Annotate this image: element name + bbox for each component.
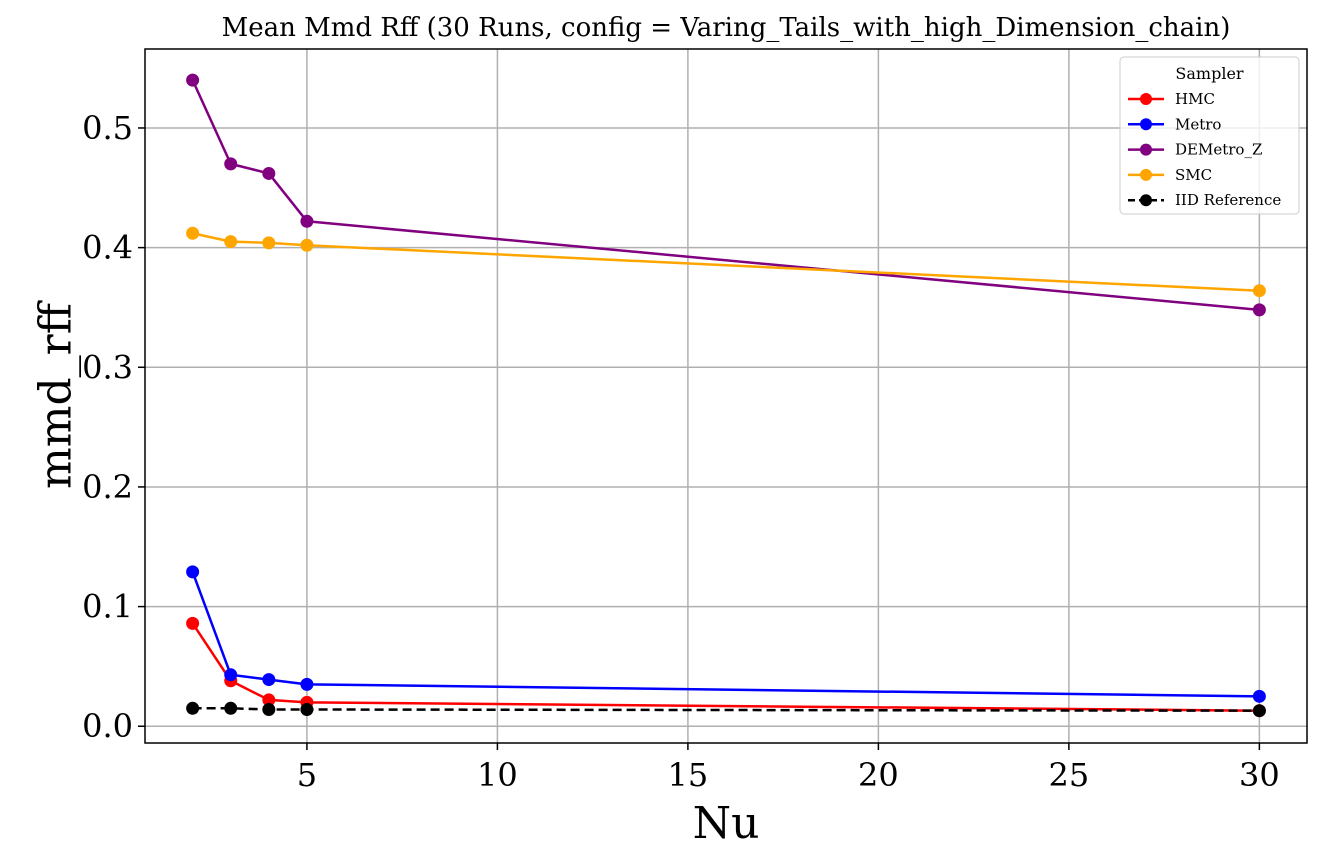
series-layer bbox=[186, 73, 1266, 718]
data-point-demetro-z bbox=[186, 73, 200, 87]
data-point-iid-reference bbox=[262, 702, 276, 716]
x-axis-title: Nu bbox=[693, 798, 760, 849]
data-point-smc bbox=[224, 235, 238, 249]
data-point-hmc bbox=[262, 693, 276, 707]
data-point-metro bbox=[224, 668, 238, 682]
legend-items: HMC Metro DEMetro_Z SMC IID Reference bbox=[1128, 90, 1281, 209]
legend-item-smc: SMC bbox=[1128, 166, 1212, 184]
y-axis-title: mmd_rff bbox=[30, 300, 81, 489]
legend-label: SMC bbox=[1175, 166, 1212, 184]
data-point-smc bbox=[1252, 284, 1266, 298]
legend-label: DEMetro_Z bbox=[1175, 141, 1262, 159]
x-tick-label: 20 bbox=[858, 756, 899, 794]
data-point-demetro-z bbox=[224, 157, 238, 171]
y-tick-label: 0.5 bbox=[82, 109, 133, 147]
legend-item-metro: Metro bbox=[1128, 115, 1221, 133]
plot-frame bbox=[144, 48, 1308, 744]
grid-layer bbox=[145, 49, 1307, 743]
y-tick-label: 0.1 bbox=[82, 588, 133, 626]
data-point-smc bbox=[300, 238, 314, 252]
legend-label: Metro bbox=[1175, 115, 1221, 133]
data-point-hmc bbox=[186, 616, 200, 630]
data-point-iid-reference bbox=[186, 701, 200, 715]
series-iid-reference bbox=[186, 701, 1266, 718]
x-tick-label: 5 bbox=[297, 756, 317, 794]
data-point-iid-reference bbox=[224, 701, 238, 715]
legend-item-hmc: HMC bbox=[1128, 90, 1215, 108]
data-point-iid-reference bbox=[1252, 704, 1266, 718]
x-tick-label: 10 bbox=[477, 756, 518, 794]
legend: Sampler HMC Metro DEMetro_Z SMC IID Referenc… bbox=[1119, 56, 1300, 215]
legend-title: Sampler bbox=[1175, 64, 1244, 83]
data-point-demetro-z bbox=[262, 166, 276, 180]
legend-swatch-marker bbox=[1140, 143, 1152, 156]
data-point-demetro-z bbox=[300, 214, 314, 228]
ticks-layer: 5 10 15 20 25 30 0.0 0.1 0.2 0.3 0.4 0.5 bbox=[82, 109, 1280, 794]
legend-swatch-marker bbox=[1140, 194, 1152, 207]
legend-swatch-marker bbox=[1140, 168, 1152, 181]
y-tick-label: 0.4 bbox=[82, 229, 133, 267]
legend-label: IID Reference bbox=[1175, 191, 1281, 209]
legend-item-demetro-z: DEMetro_Z bbox=[1128, 141, 1262, 159]
legend-box bbox=[1119, 56, 1300, 215]
data-point-demetro-z bbox=[1252, 303, 1266, 317]
y-tick-label: 0.0 bbox=[82, 707, 133, 745]
data-point-smc bbox=[262, 236, 276, 250]
series-demetro-z bbox=[186, 73, 1266, 317]
chart-title: Mean Mmd Rff (30 Runs, config = Varing_T… bbox=[222, 13, 1231, 43]
data-point-smc bbox=[186, 226, 200, 240]
data-point-metro bbox=[1252, 689, 1266, 703]
data-point-metro bbox=[262, 673, 276, 687]
x-tick-label: 30 bbox=[1239, 756, 1280, 794]
data-point-metro bbox=[186, 565, 200, 579]
x-tick-label: 15 bbox=[668, 756, 709, 794]
y-tick-label: 0.2 bbox=[82, 468, 133, 506]
y-tick-label: 0.3 bbox=[82, 348, 133, 386]
series-smc bbox=[186, 226, 1266, 298]
legend-label: HMC bbox=[1175, 90, 1215, 108]
series-metro bbox=[186, 565, 1266, 703]
data-point-iid-reference bbox=[300, 702, 314, 716]
legend-item-iid-reference: IID Reference bbox=[1128, 191, 1281, 209]
legend-swatch-marker bbox=[1140, 118, 1152, 131]
x-tick-label: 25 bbox=[1049, 756, 1090, 794]
legend-swatch-marker bbox=[1140, 93, 1152, 105]
data-point-metro bbox=[300, 677, 314, 691]
